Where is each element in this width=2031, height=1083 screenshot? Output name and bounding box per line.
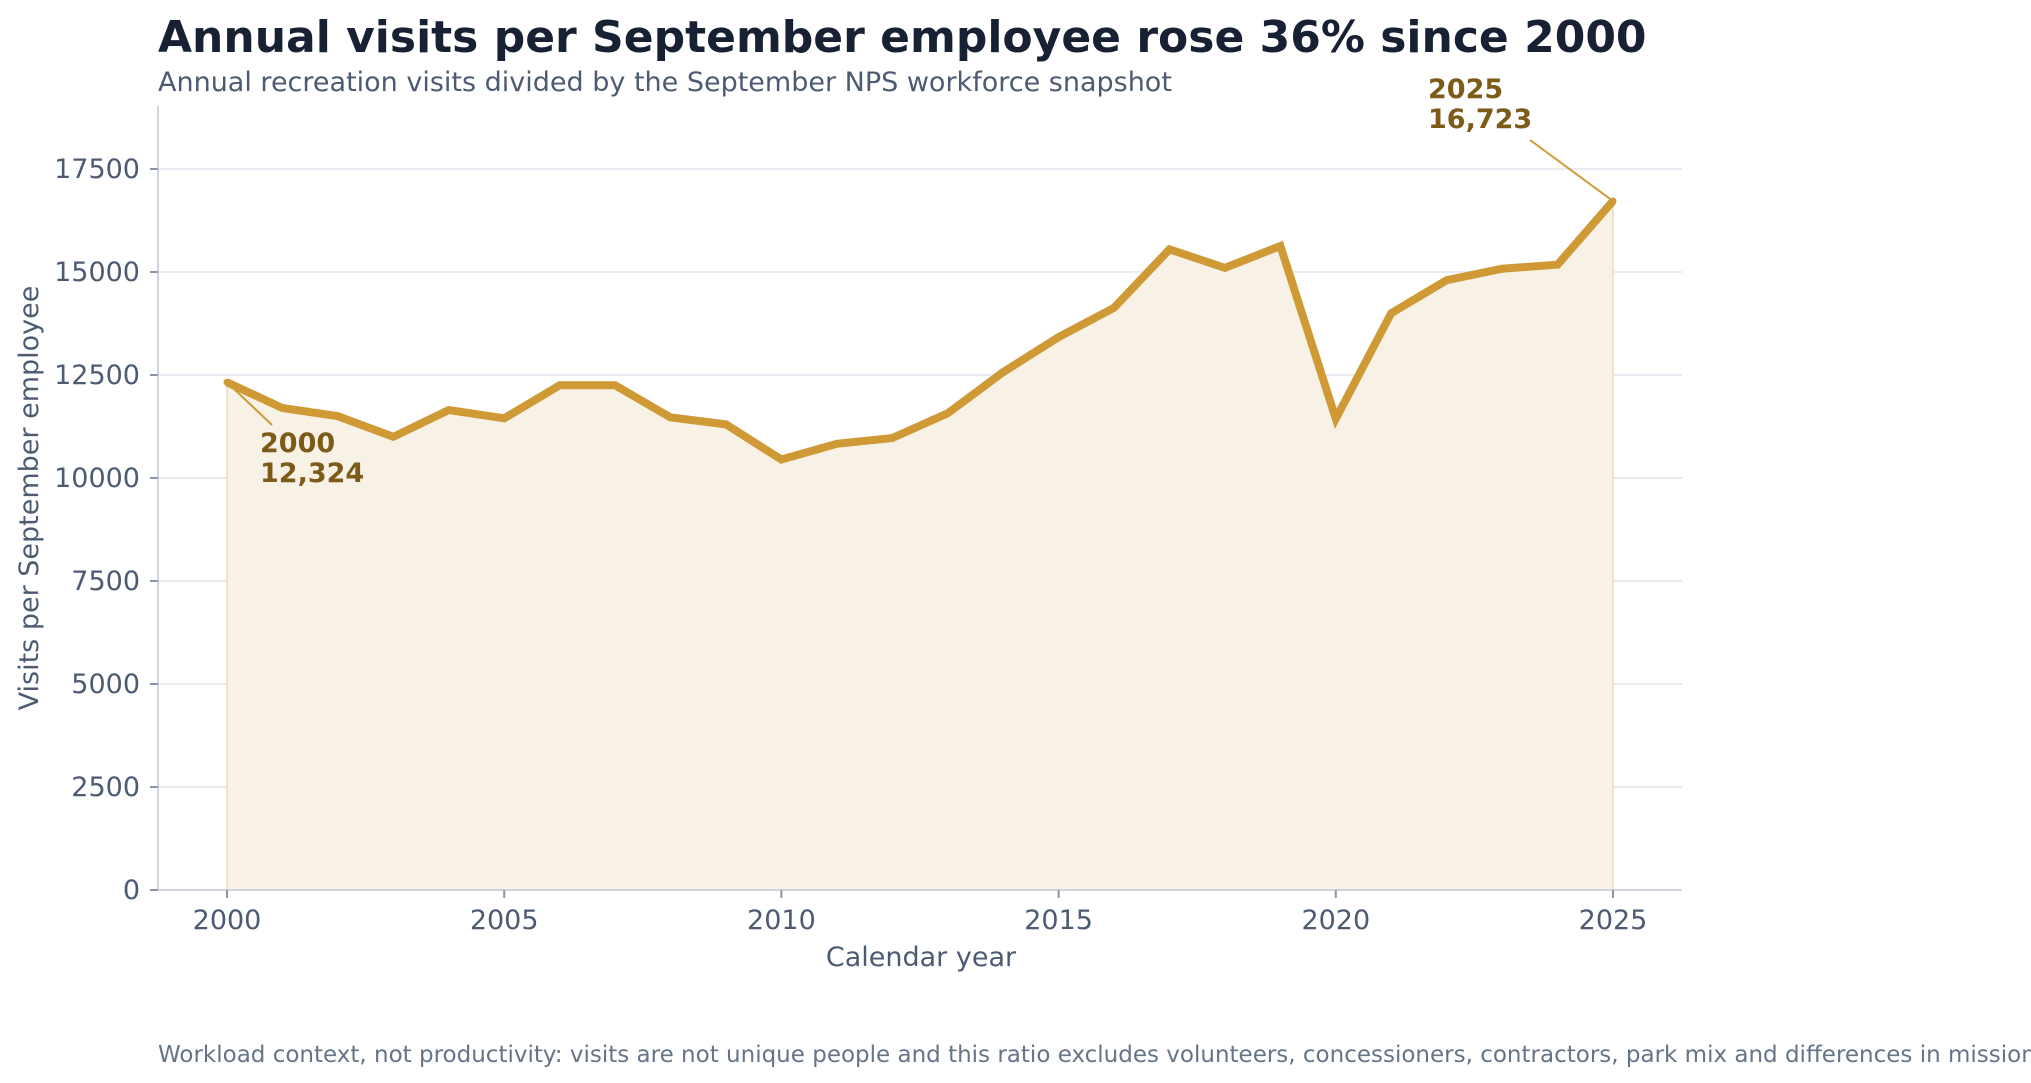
data-point bbox=[1443, 276, 1451, 284]
x-axis-label: Calendar year bbox=[826, 942, 1017, 973]
data-point bbox=[334, 412, 342, 420]
annotation-year: 2000 bbox=[260, 428, 335, 459]
x-tick-label: 2000 bbox=[193, 905, 262, 936]
y-axis-label: Visits per September employee bbox=[14, 286, 45, 711]
chart-title: Annual visits per September employee ros… bbox=[158, 12, 1647, 63]
data-point bbox=[1554, 261, 1562, 269]
line-layer bbox=[223, 197, 1617, 464]
data-point bbox=[556, 381, 564, 389]
data-point bbox=[999, 368, 1007, 376]
data-point bbox=[389, 433, 397, 441]
y-tick-label: 7500 bbox=[71, 566, 140, 597]
data-point bbox=[1221, 264, 1229, 272]
data-point bbox=[1387, 309, 1395, 317]
tick-layer: 0 2500 5000 7500 10000 12500 15000 17500 2000 200… bbox=[54, 154, 1647, 936]
data-point bbox=[833, 440, 841, 448]
x-tick-label: 2025 bbox=[1579, 905, 1648, 936]
axis-layer bbox=[157, 106, 1682, 891]
area-fill bbox=[227, 201, 1613, 890]
area-layer bbox=[226, 201, 1614, 890]
series-line bbox=[225, 198, 1617, 464]
x-tick-label: 2005 bbox=[470, 905, 539, 936]
data-point bbox=[722, 420, 730, 428]
data-point bbox=[1166, 245, 1173, 253]
data-point bbox=[944, 409, 952, 417]
data-point bbox=[278, 404, 286, 412]
y-tick-label: 15000 bbox=[54, 257, 140, 288]
data-point bbox=[445, 406, 453, 414]
x-tick-label: 2010 bbox=[747, 905, 816, 936]
data-point bbox=[1055, 333, 1063, 341]
data-point bbox=[1276, 242, 1284, 250]
y-tick-label: 10000 bbox=[54, 463, 140, 494]
annotation-year: 2025 bbox=[1428, 74, 1503, 105]
y-tick-label: 2500 bbox=[71, 772, 140, 803]
data-point bbox=[888, 434, 896, 442]
data-point bbox=[1332, 415, 1340, 423]
x-tick-label: 2015 bbox=[1024, 905, 1093, 936]
data-point bbox=[1498, 265, 1506, 273]
annotation-value: 16,723 bbox=[1428, 104, 1532, 135]
y-tick-label: 17500 bbox=[54, 154, 140, 185]
y-tick-label: 12500 bbox=[54, 360, 140, 391]
annotation-leader bbox=[1529, 139, 1614, 202]
y-tick-label: 0 bbox=[123, 875, 140, 906]
data-point bbox=[611, 381, 619, 389]
annotation-value: 12,324 bbox=[260, 458, 364, 489]
data-point bbox=[777, 456, 785, 463]
x-tick-label: 2020 bbox=[1301, 905, 1370, 936]
y-tick-label: 5000 bbox=[71, 669, 140, 700]
data-point bbox=[500, 414, 508, 422]
chart-subtitle: Annual recreation visits divided by the … bbox=[158, 67, 1172, 98]
data-point bbox=[1110, 304, 1118, 312]
data-point bbox=[667, 413, 674, 421]
annotation-leader bbox=[226, 381, 273, 426]
chart-footnote: Workload context, not productivity: visi… bbox=[158, 1042, 2031, 1068]
